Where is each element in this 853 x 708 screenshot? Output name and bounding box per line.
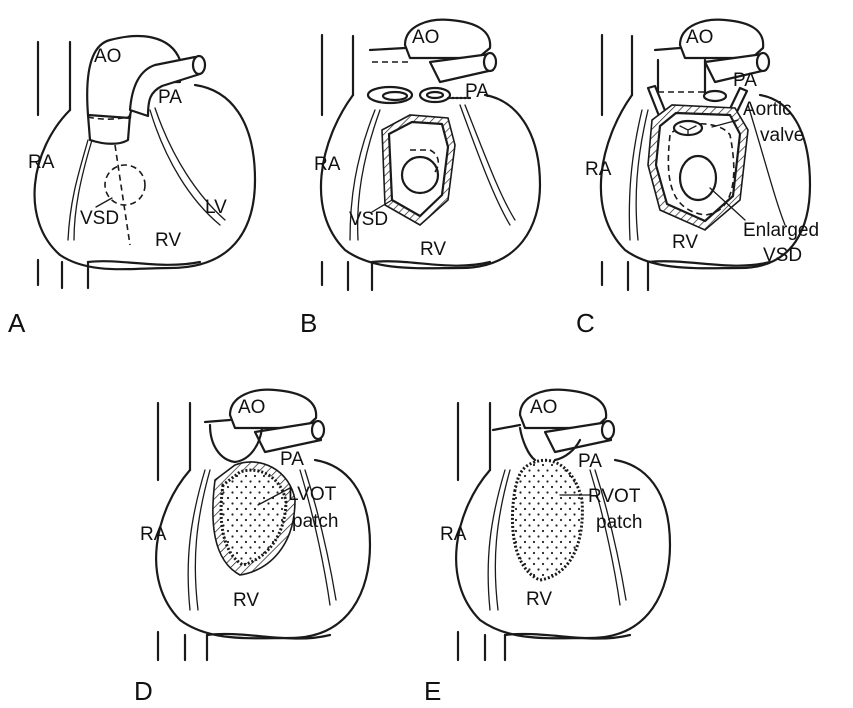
label-pa: PA — [578, 451, 602, 472]
label-pa: PA — [733, 70, 757, 91]
label-ao: AO — [238, 397, 265, 418]
panel-e: AO PA RVOT patch RA RV E — [424, 388, 672, 706]
label-aortic-valve-1: Aortic — [743, 99, 792, 120]
label-ra: RA — [140, 524, 167, 545]
label-enlarged-vsd-1: Enlarged — [743, 220, 819, 241]
panel-a: AO PA RA LV VSD RV A — [8, 34, 257, 338]
panel-b: AO PA RA VSD RV B — [300, 18, 542, 338]
panel-d: AO PA LVOT patch RA RV D — [134, 388, 372, 706]
label-rv: RV — [155, 230, 181, 251]
label-ao: AO — [530, 397, 557, 418]
panel-letter: A — [8, 308, 26, 338]
panel-letter: E — [424, 676, 441, 706]
label-vsd: VSD — [349, 209, 388, 230]
label-ao: AO — [686, 27, 713, 48]
panel-c: AO PA Aortic valve RA Enlarged RV VSD C — [576, 18, 819, 338]
panel-letter: C — [576, 308, 595, 338]
label-patch-1: LVOT — [288, 484, 337, 505]
label-pa: PA — [280, 449, 304, 470]
label-rv: RV — [233, 590, 259, 611]
panel-letter: B — [300, 308, 317, 338]
label-vsd: VSD — [80, 208, 119, 229]
label-lv: LV — [205, 197, 227, 218]
label-patch-2: patch — [596, 512, 642, 533]
label-ra: RA — [585, 159, 612, 180]
label-pa: PA — [465, 81, 489, 102]
panel-letter: D — [134, 676, 153, 706]
label-pa: PA — [158, 87, 182, 108]
label-rv: RV — [526, 589, 552, 610]
label-aortic-valve-2: valve — [760, 125, 804, 146]
label-ao: AO — [412, 27, 439, 48]
label-enlarged-vsd-2: VSD — [763, 245, 802, 266]
label-ra: RA — [314, 154, 341, 175]
label-ra: RA — [28, 152, 55, 173]
label-rv: RV — [672, 232, 698, 253]
label-patch-1: RVOT — [588, 486, 641, 507]
label-patch-2: patch — [292, 511, 338, 532]
label-ra: RA — [440, 524, 467, 545]
label-rv: RV — [420, 239, 446, 260]
label-ao: AO — [94, 46, 121, 67]
